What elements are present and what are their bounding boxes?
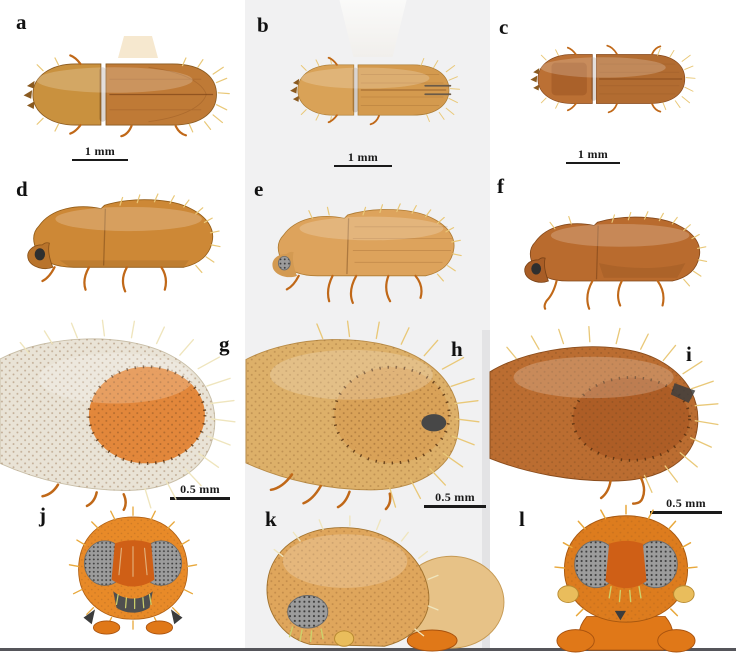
panel-label-i: i xyxy=(686,342,692,366)
antennal-club xyxy=(334,630,355,647)
head-frontal-illustration-l xyxy=(554,504,698,653)
frons xyxy=(605,540,647,589)
panel-label-c: c xyxy=(499,15,509,39)
legs xyxy=(269,473,392,511)
specimen-photo-l xyxy=(528,504,724,653)
scale-bar-c-line xyxy=(566,161,620,164)
panel-label-d: d xyxy=(16,177,28,201)
specimen-photo-f xyxy=(498,206,726,312)
specimen-photo-b xyxy=(264,55,480,126)
declivity-closeup-illustration-g xyxy=(0,319,236,512)
mouthparts xyxy=(113,591,153,613)
beetle-lateral-illustration-e xyxy=(272,203,462,305)
figure-bottom-rule xyxy=(0,648,736,651)
panel-label-e: e xyxy=(254,177,264,201)
panel-label-a: a xyxy=(16,10,27,34)
head-oblique-illustration-k xyxy=(266,515,505,652)
panel-label-f: f xyxy=(497,174,504,198)
beetle-lateral-illustration-d xyxy=(27,193,221,293)
paper-mount-point-a xyxy=(118,36,158,58)
legs xyxy=(285,274,423,305)
specimen-photo-d xyxy=(6,188,234,300)
beetle-dorsal-illustration-c xyxy=(530,44,696,114)
panel-label-k: k xyxy=(265,507,277,531)
scale-bar-h-line xyxy=(424,504,486,508)
legs xyxy=(69,54,188,138)
dark-apex xyxy=(670,383,696,403)
specimen-photo-e xyxy=(256,198,470,308)
scale-bar-i-line xyxy=(650,510,722,514)
leg-base xyxy=(92,620,121,635)
declivity-closeup-illustration-i xyxy=(489,325,719,505)
pronotum xyxy=(297,64,355,116)
eye xyxy=(287,595,329,629)
scale-bar-h-label: 0.5 mm xyxy=(435,490,475,504)
beetle-lateral-illustration-f xyxy=(524,211,708,310)
panel-label-g: g xyxy=(219,332,230,356)
legs xyxy=(327,56,380,126)
panel-label-h: h xyxy=(451,337,463,361)
legs xyxy=(543,279,665,310)
legs xyxy=(599,476,646,505)
scale-bar-b-label: 1 mm xyxy=(347,150,379,164)
declivity-closeup-illustration-h xyxy=(245,320,480,511)
legs xyxy=(41,483,127,512)
photo-edge-strip xyxy=(482,330,490,649)
beetle-dorsal-illustration-a xyxy=(23,54,230,138)
leg-base xyxy=(406,629,458,652)
scale-bar-c-label: 1 mm xyxy=(577,147,609,161)
thorax xyxy=(578,616,674,651)
eye xyxy=(421,414,447,432)
specimen-photo-k xyxy=(248,515,505,652)
panel-label-b: b xyxy=(257,13,269,37)
scale-bar-g: 0.5 mm xyxy=(170,483,230,500)
scale-bar-h: 0.5 mm xyxy=(424,491,486,508)
scale-bar-c: 1 mm xyxy=(566,148,620,164)
head-frontal-illustration-j xyxy=(68,506,198,635)
leg-base xyxy=(145,620,174,635)
scale-bar-i-label: 0.5 mm xyxy=(666,496,706,510)
eye xyxy=(531,263,542,275)
scale-bar-g-line xyxy=(170,496,230,500)
front-leg xyxy=(556,629,595,653)
front-leg xyxy=(657,629,696,653)
pronotum xyxy=(537,54,593,104)
antennal-club xyxy=(673,585,695,603)
specimen-photo-i xyxy=(489,325,719,508)
scale-bar-a-label: 1 mm xyxy=(84,144,116,158)
scale-bar-g-label: 0.5 mm xyxy=(180,482,220,496)
specimen-photo-j xyxy=(58,506,208,644)
specimen-photo-c xyxy=(496,44,724,114)
scale-bar-a: 1 mm xyxy=(72,145,128,161)
beetle-dorsal-illustration-b xyxy=(290,56,460,126)
panel-label-l: l xyxy=(519,507,525,531)
mandibles xyxy=(614,610,626,621)
specimen-photo-h xyxy=(245,320,480,511)
eye xyxy=(34,248,46,261)
legs xyxy=(41,266,168,293)
panel-label-j: j xyxy=(39,503,46,527)
scale-bar-b: 1 mm xyxy=(334,151,392,167)
eye xyxy=(277,255,291,271)
specimen-photo-g xyxy=(0,319,236,512)
legs xyxy=(566,44,662,114)
pronotum xyxy=(32,63,102,126)
scale-bar-a-line xyxy=(72,158,128,161)
specimen-photo-a xyxy=(12,52,234,138)
scale-bar-b-line xyxy=(334,164,392,167)
antennal-club xyxy=(557,585,579,603)
mandibles xyxy=(83,609,183,625)
scale-bar-i: 0.5 mm xyxy=(650,497,722,514)
